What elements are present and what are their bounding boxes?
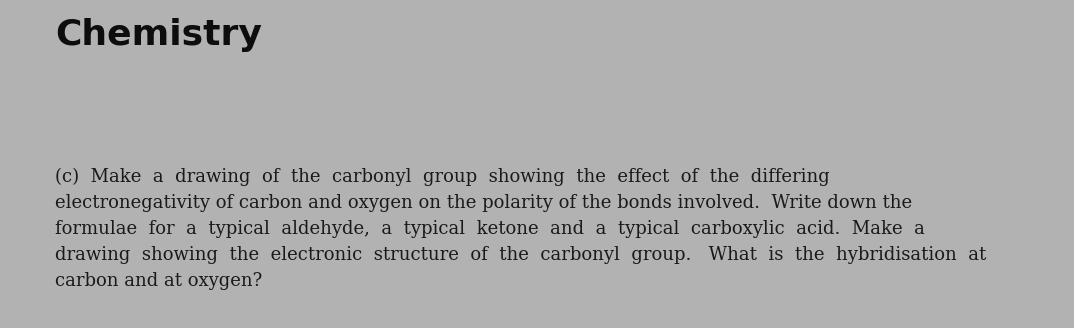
Text: (c)  Make  a  drawing  of  the  carbonyl  group  showing  the  effect  of  the  : (c) Make a drawing of the carbonyl group… bbox=[55, 168, 830, 186]
Text: electronegativity of carbon and oxygen on the polarity of the bonds involved.  W: electronegativity of carbon and oxygen o… bbox=[55, 194, 912, 212]
Text: carbon and at oxygen?: carbon and at oxygen? bbox=[55, 272, 262, 290]
Text: formulae  for  a  typical  aldehyde,  a  typical  ketone  and  a  typical  carbo: formulae for a typical aldehyde, a typic… bbox=[55, 220, 925, 238]
Text: drawing  showing  the  electronic  structure  of  the  carbonyl  group.   What  : drawing showing the electronic structure… bbox=[55, 246, 986, 264]
Text: Chemistry: Chemistry bbox=[55, 18, 262, 52]
